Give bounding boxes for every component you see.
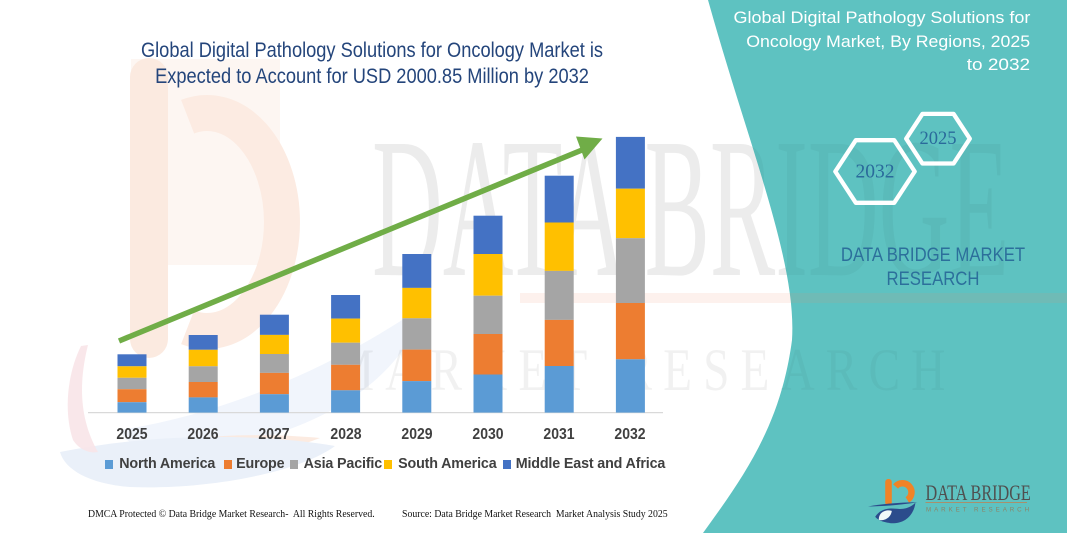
svg-text:MARKET RESEARCH: MARKET RESEARCH xyxy=(926,506,1032,513)
svg-text:2032: 2032 xyxy=(856,162,895,183)
svg-text:2025: 2025 xyxy=(920,129,957,149)
svg-text:DATA BRIDGE: DATA BRIDGE xyxy=(926,482,1031,506)
